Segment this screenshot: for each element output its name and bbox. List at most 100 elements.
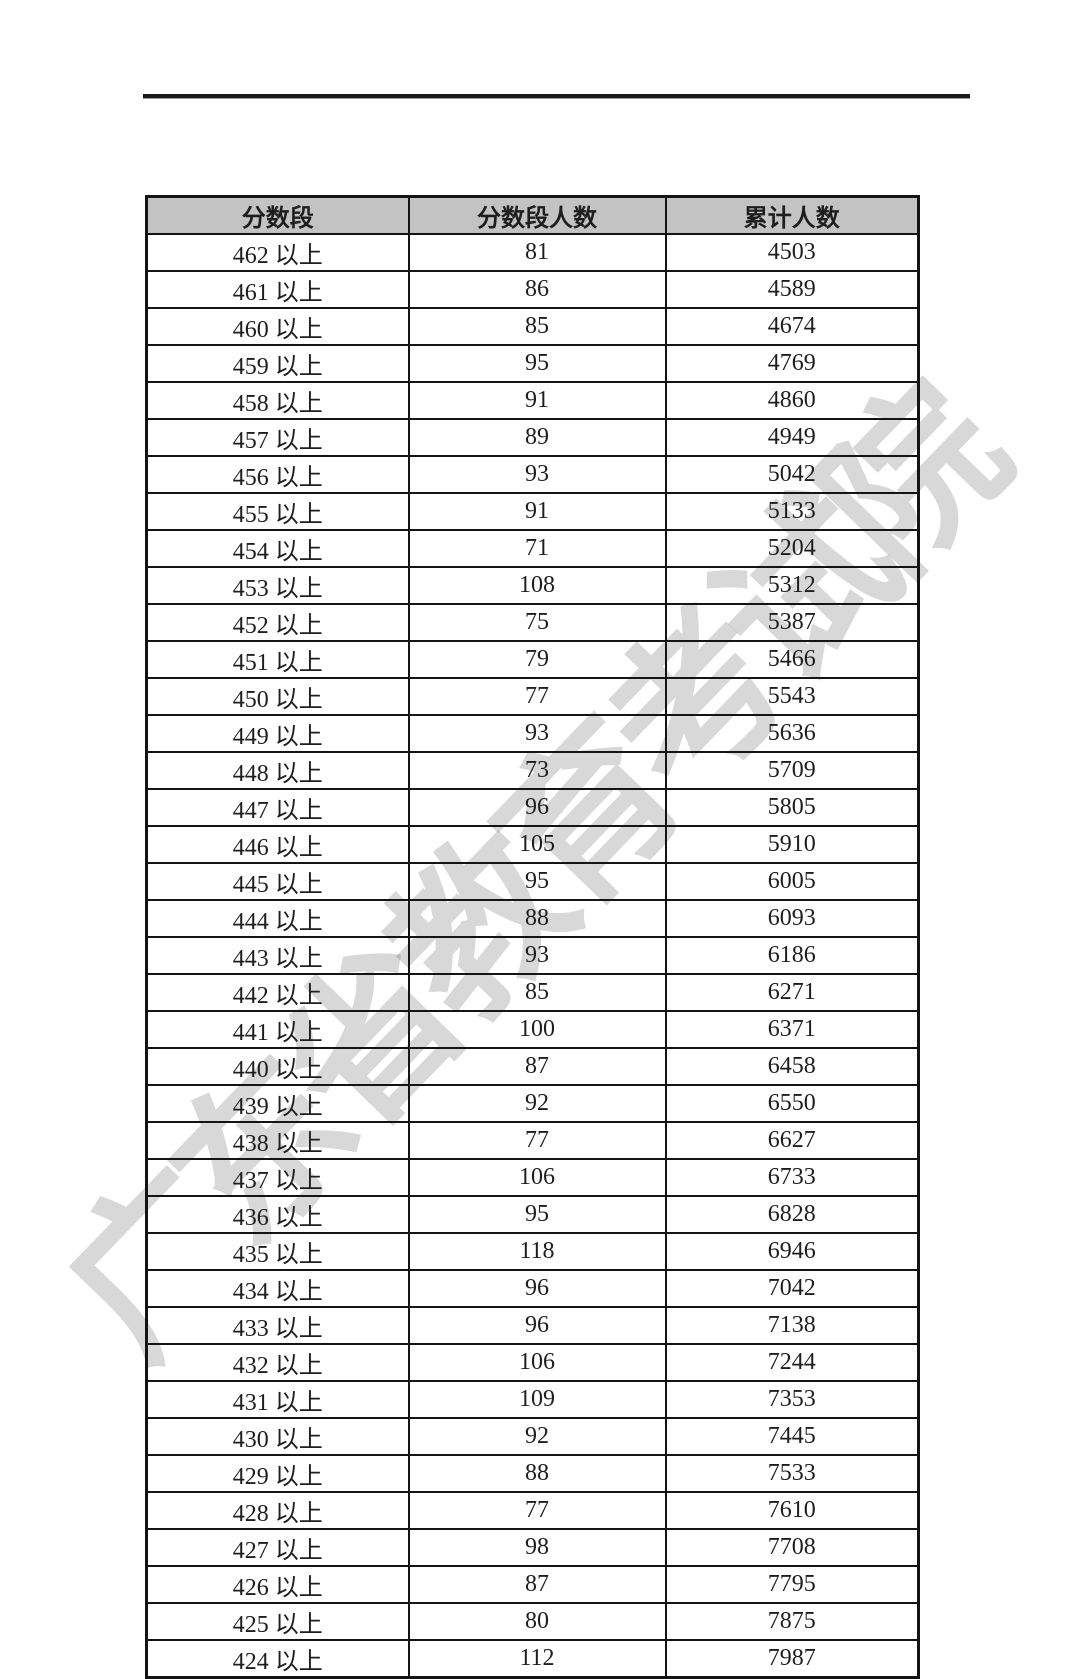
cell-score-range: 461 以上 — [145, 270, 410, 309]
table-row: 426 以上 87 7795 — [145, 1565, 920, 1604]
cell-score-range: 428 以上 — [145, 1491, 410, 1530]
cell-range-count: 106 — [407, 1343, 667, 1382]
table-row: 448 以上 73 5709 — [145, 751, 920, 790]
cell-cumulative-count: 7708 — [664, 1528, 920, 1567]
table-row: 459 以上 95 4769 — [145, 344, 920, 383]
cell-range-count: 87 — [407, 1047, 667, 1086]
cell-cumulative-count: 4674 — [664, 307, 920, 346]
cell-cumulative-count: 7533 — [664, 1454, 920, 1493]
cell-score-range: 452 以上 — [145, 603, 410, 642]
cell-cumulative-count: 5133 — [664, 492, 920, 531]
page: { "page": { "background": "#ffffff", "te… — [31, 94, 1034, 1679]
cell-cumulative-count: 7987 — [664, 1639, 920, 1679]
cell-cumulative-count: 7610 — [664, 1491, 920, 1530]
cell-score-range: 445 以上 — [145, 862, 410, 901]
table-row: 456 以上 93 5042 — [145, 455, 920, 494]
cell-cumulative-count: 6371 — [664, 1010, 920, 1049]
cell-range-count: 109 — [407, 1380, 667, 1419]
cell-cumulative-count: 5387 — [664, 603, 920, 642]
cell-cumulative-count: 6458 — [664, 1047, 920, 1086]
cell-cumulative-count: 7795 — [664, 1565, 920, 1604]
cell-cumulative-count: 6946 — [664, 1232, 920, 1271]
table-row: 451 以上 79 5466 — [145, 640, 920, 679]
table-row: 432 以上 106 7244 — [145, 1343, 920, 1382]
cell-range-count: 105 — [407, 825, 667, 864]
cell-cumulative-count: 7875 — [664, 1602, 920, 1641]
table-row: 461 以上 86 4589 — [145, 270, 920, 309]
cell-score-range: 456 以上 — [145, 455, 410, 494]
table-row: 436 以上 95 6828 — [145, 1195, 920, 1234]
cell-score-range: 437 以上 — [145, 1158, 410, 1197]
table-row: 433 以上 96 7138 — [145, 1306, 920, 1345]
table-row: 428 以上 77 7610 — [145, 1491, 920, 1530]
cell-score-range: 451 以上 — [145, 640, 410, 679]
score-table-body: 462 以上 81 4503 461 以上 86 4589 460 以上 85 4674 459 … — [145, 233, 920, 1679]
cell-range-count: 91 — [407, 492, 667, 531]
cell-cumulative-count: 5312 — [664, 566, 920, 605]
table-row: 425 以上 80 7875 — [145, 1602, 920, 1641]
cell-cumulative-count: 5543 — [664, 677, 920, 716]
cell-range-count: 85 — [407, 973, 667, 1012]
cell-score-range: 454 以上 — [145, 529, 410, 568]
cell-range-count: 96 — [407, 788, 667, 827]
cell-score-range: 448 以上 — [145, 751, 410, 790]
score-table-header: 分数段 分数段人数 累计人数 — [145, 195, 920, 235]
cell-cumulative-count: 4860 — [664, 381, 920, 420]
cell-score-range: 433 以上 — [145, 1306, 410, 1345]
cell-range-count: 93 — [407, 714, 667, 753]
table-row: 430 以上 92 7445 — [145, 1417, 920, 1456]
table-row: 439 以上 92 6550 — [145, 1084, 920, 1123]
cell-score-range: 434 以上 — [145, 1269, 410, 1308]
cell-range-count: 77 — [407, 1491, 667, 1530]
cell-cumulative-count: 4503 — [664, 233, 920, 272]
cell-score-range: 450 以上 — [145, 677, 410, 716]
cell-cumulative-count: 7138 — [664, 1306, 920, 1345]
table-row: 454 以上 71 5204 — [145, 529, 920, 568]
cell-score-range: 457 以上 — [145, 418, 410, 457]
cell-range-count: 88 — [407, 899, 667, 938]
cell-score-range: 447 以上 — [145, 788, 410, 827]
cell-cumulative-count: 7042 — [664, 1269, 920, 1308]
table-row: 431 以上 109 7353 — [145, 1380, 920, 1419]
table-row: 443 以上 93 6186 — [145, 936, 920, 975]
cell-range-count: 95 — [407, 344, 667, 383]
cell-score-range: 442 以上 — [145, 973, 410, 1012]
cell-range-count: 95 — [407, 1195, 667, 1234]
table-row: 445 以上 95 6005 — [145, 862, 920, 901]
cell-score-range: 436 以上 — [145, 1195, 410, 1234]
cell-range-count: 96 — [407, 1269, 667, 1308]
table-row: 442 以上 85 6271 — [145, 973, 920, 1012]
cell-cumulative-count: 6186 — [664, 936, 920, 975]
table-row: 427 以上 98 7708 — [145, 1528, 920, 1567]
score-table-container: 分数段 分数段人数 累计人数 462 以上 81 4503 461 以上 86 4589 4… — [145, 195, 920, 1679]
table-row: 435 以上 118 6946 — [145, 1232, 920, 1271]
cell-cumulative-count: 4949 — [664, 418, 920, 457]
cell-cumulative-count: 6005 — [664, 862, 920, 901]
table-row: 440 以上 87 6458 — [145, 1047, 920, 1086]
table-row: 434 以上 96 7042 — [145, 1269, 920, 1308]
cell-score-range: 455 以上 — [145, 492, 410, 531]
table-row: 446 以上 105 5910 — [145, 825, 920, 864]
cell-score-range: 441 以上 — [145, 1010, 410, 1049]
cell-cumulative-count: 5805 — [664, 788, 920, 827]
cell-range-count: 112 — [407, 1639, 667, 1679]
cell-range-count: 77 — [407, 1121, 667, 1160]
cell-range-count: 93 — [407, 455, 667, 494]
table-row: 458 以上 91 4860 — [145, 381, 920, 420]
cell-cumulative-count: 5466 — [664, 640, 920, 679]
header-row: 分数段 分数段人数 累计人数 — [145, 195, 920, 235]
cell-range-count: 89 — [407, 418, 667, 457]
header-cell-score-range: 分数段 — [145, 195, 410, 235]
cell-score-range: 449 以上 — [145, 714, 410, 753]
cell-cumulative-count: 6550 — [664, 1084, 920, 1123]
cell-range-count: 88 — [407, 1454, 667, 1493]
cell-range-count: 81 — [407, 233, 667, 272]
cell-range-count: 86 — [407, 270, 667, 309]
cell-score-range: 429 以上 — [145, 1454, 410, 1493]
cell-range-count: 92 — [407, 1417, 667, 1456]
table-row: 457 以上 89 4949 — [145, 418, 920, 457]
score-distribution-table: 分数段 分数段人数 累计人数 462 以上 81 4503 461 以上 86 4589 4… — [145, 195, 920, 1679]
table-row: 455 以上 91 5133 — [145, 492, 920, 531]
cell-cumulative-count: 4769 — [664, 344, 920, 383]
cell-cumulative-count: 7445 — [664, 1417, 920, 1456]
